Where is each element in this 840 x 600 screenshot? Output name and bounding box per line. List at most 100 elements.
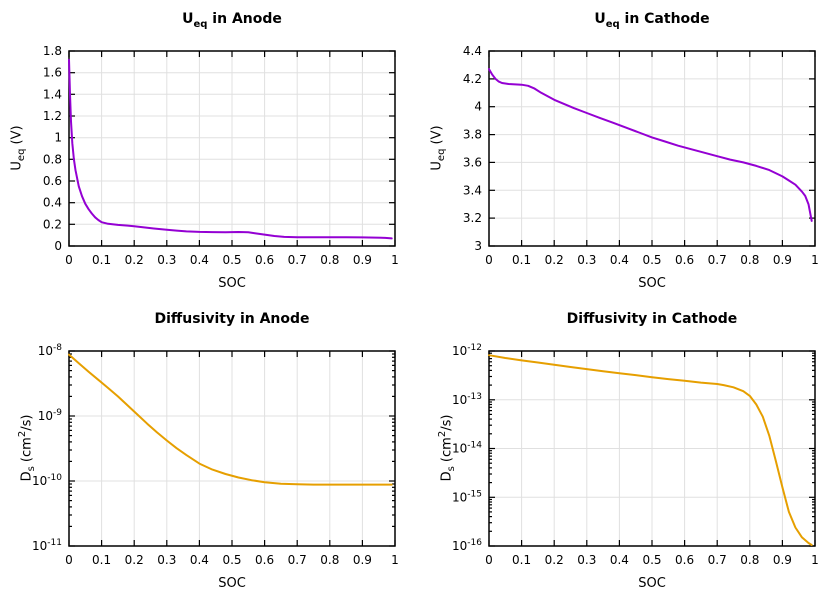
svg-text:0.1: 0.1 (92, 553, 111, 567)
svg-text:3.2: 3.2 (463, 211, 482, 225)
title-base: Diffusivity in Cathode (566, 311, 738, 327)
y-axis-label: Ds (cm2/s) (437, 414, 457, 482)
svg-text:1.4: 1.4 (43, 87, 62, 101)
plot-area: 0 0.1 0.2 0.3 0.4 0.5 0.6 0.7 0.8 0.9 1 10-16 10-15 1… (452, 343, 819, 567)
svg-text:1: 1 (811, 553, 819, 567)
svg-text:0.5: 0.5 (642, 253, 661, 267)
svg-text:1.8: 1.8 (43, 44, 62, 58)
svg-text:10-9: 10-9 (38, 408, 63, 423)
tick-labels: 0 0.1 0.2 0.3 0.4 0.5 0.6 0.7 0.8 0.9 1 0 0.2 0.4 0.6 0… (43, 44, 399, 267)
svg-text:0.7: 0.7 (288, 253, 307, 267)
svg-text:0.8: 0.8 (320, 553, 339, 567)
svg-text:10-15: 10-15 (452, 489, 482, 504)
svg-text:0.6: 0.6 (255, 253, 274, 267)
svg-text:10-8: 10-8 (38, 343, 63, 358)
x-axis-label: SOC (218, 276, 246, 291)
title-subscript: eq (193, 18, 208, 30)
svg-text:3.4: 3.4 (463, 183, 482, 197)
ds-cathode-curve (488, 354, 813, 546)
chart-title: Diffusivity in Cathode (489, 311, 815, 330)
svg-text:0.5: 0.5 (222, 553, 241, 567)
chart-ueq-cathode: Ueq in Cathode Ueq (V) SOC 0 0.1 0.2 0.3 0.4… (420, 0, 840, 300)
ueq-cathode-curve (488, 68, 813, 222)
svg-text:0.4: 0.4 (610, 253, 629, 267)
title-base: Diffusivity in Anode (154, 311, 310, 327)
x-axis-label: SOC (638, 576, 666, 591)
svg-text:4.4: 4.4 (463, 44, 482, 58)
svg-text:0: 0 (485, 553, 493, 567)
svg-text:0.3: 0.3 (577, 553, 596, 567)
plot-area: 0 0.1 0.2 0.3 0.4 0.5 0.6 0.7 0.8 0.9 1 0 0.2 0.4 0.6 0… (43, 44, 399, 267)
svg-text:0.1: 0.1 (92, 253, 111, 267)
x-axis-label: SOC (638, 276, 666, 291)
svg-text:0.9: 0.9 (773, 253, 792, 267)
y-axis-label: Ueq (V) (9, 125, 27, 171)
plot-border (68, 350, 396, 547)
chart-title: Ueq in Cathode (489, 11, 815, 30)
svg-text:0: 0 (54, 239, 62, 253)
svg-text:0.1: 0.1 (512, 253, 531, 267)
svg-text:0.4: 0.4 (190, 253, 209, 267)
svg-text:0: 0 (485, 253, 493, 267)
svg-text:10-12: 10-12 (452, 343, 482, 358)
svg-text:0: 0 (65, 553, 73, 567)
svg-text:0.9: 0.9 (353, 253, 372, 267)
tick-labels: 0 0.1 0.2 0.3 0.4 0.5 0.6 0.7 0.8 0.9 1 3 3.2 3.4 3.6 3… (463, 44, 819, 267)
title-rest: in Anode (207, 11, 282, 27)
svg-text:1: 1 (391, 253, 399, 267)
svg-text:1.6: 1.6 (43, 66, 62, 80)
svg-text:1: 1 (391, 553, 399, 567)
svg-text:0.8: 0.8 (43, 152, 62, 166)
chart-title: Ueq in Anode (69, 11, 395, 30)
chart-title: Diffusivity in Anode (69, 311, 395, 330)
plot-border (488, 50, 816, 247)
svg-text:0.6: 0.6 (675, 553, 694, 567)
svg-text:0.6: 0.6 (43, 174, 62, 188)
svg-text:4: 4 (474, 100, 482, 114)
svg-text:0.6: 0.6 (255, 553, 274, 567)
grid-lines (69, 51, 395, 246)
plot-area: 0 0.1 0.2 0.3 0.4 0.5 0.6 0.7 0.8 0.9 1 3 3.2 3.4 3.6 3… (463, 44, 819, 267)
title-subscript: eq (605, 18, 620, 30)
svg-text:10-16: 10-16 (452, 538, 482, 553)
svg-text:0.5: 0.5 (642, 553, 661, 567)
svg-text:0.7: 0.7 (288, 553, 307, 567)
chart-ueq-anode: Ueq in Anode Ueq (V) SOC 0 0.1 0.2 0.3 0.4 0.… (0, 0, 420, 300)
svg-text:0: 0 (65, 253, 73, 267)
svg-text:1.2: 1.2 (43, 109, 62, 123)
svg-text:0.9: 0.9 (773, 553, 792, 567)
svg-text:0.2: 0.2 (125, 253, 144, 267)
plot-border (68, 50, 396, 247)
svg-text:0.9: 0.9 (353, 553, 372, 567)
tick-labels: 0 0.1 0.2 0.3 0.4 0.5 0.6 0.7 0.8 0.9 110-1110-101… (32, 343, 399, 567)
title-base: U (182, 11, 194, 27)
grid-lines (489, 51, 815, 246)
chart-diffusivity-cathode: Diffusivity in Cathode Ds (cm2/s) SOC 0 0… (420, 300, 840, 600)
svg-text:0.6: 0.6 (675, 253, 694, 267)
svg-text:0.4: 0.4 (610, 553, 629, 567)
svg-text:0.2: 0.2 (43, 217, 62, 231)
ds-anode-curve (68, 353, 393, 486)
svg-text:0.8: 0.8 (320, 253, 339, 267)
plot-area: 0 0.1 0.2 0.3 0.4 0.5 0.6 0.7 0.8 0.9 110-1110-101… (32, 343, 399, 567)
svg-text:0.8: 0.8 (740, 553, 759, 567)
y-axis-label: Ueq (V) (429, 125, 447, 171)
svg-text:0.7: 0.7 (708, 553, 727, 567)
svg-text:0.7: 0.7 (708, 253, 727, 267)
svg-text:0.2: 0.2 (545, 253, 564, 267)
ueq-anode-curve (68, 58, 393, 240)
svg-text:4.2: 4.2 (463, 72, 482, 86)
svg-text:0.1: 0.1 (512, 553, 531, 567)
tick-labels: 0 0.1 0.2 0.3 0.4 0.5 0.6 0.7 0.8 0.9 1 10-16 10-15 1… (452, 343, 819, 567)
svg-text:3.6: 3.6 (463, 155, 482, 169)
svg-text:3.8: 3.8 (463, 128, 482, 142)
plot-border (488, 350, 816, 547)
svg-text:0.8: 0.8 (740, 253, 759, 267)
chart-diffusivity-anode: Diffusivity in Anode Ds (cm2/s) SOC 0 0.1… (0, 300, 420, 600)
svg-text:0.3: 0.3 (577, 253, 596, 267)
svg-text:0.3: 0.3 (157, 253, 176, 267)
svg-text:10-11: 10-11 (32, 538, 62, 553)
svg-text:3: 3 (474, 239, 482, 253)
grid-lines (489, 351, 815, 546)
svg-text:0.3: 0.3 (157, 553, 176, 567)
